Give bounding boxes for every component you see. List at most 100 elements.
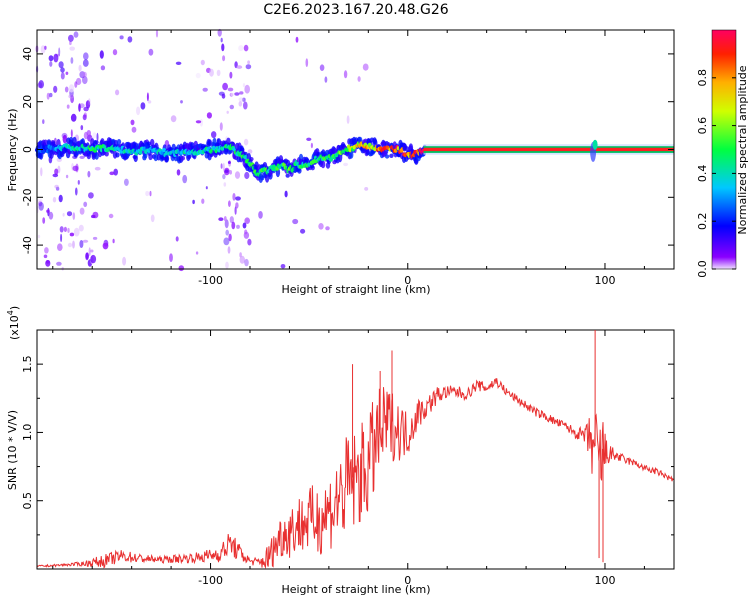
spectrogram-speckle: [38, 80, 44, 89]
spectrogram-speckle: [82, 59, 89, 67]
spectrogram-speckle: [362, 63, 369, 71]
spectrogram-ridge-halo: [150, 138, 155, 147]
spectrogram-ridge-halo: [94, 152, 99, 160]
spectrogram-speckle: [58, 194, 63, 203]
spectrogram-speckle: [238, 101, 243, 107]
spectrogram-speckle: [225, 229, 229, 236]
spectrogram-ridge-halo: [349, 151, 354, 159]
spectrogram-speckle: [346, 115, 350, 124]
spectrogram-ridge-halo: [104, 151, 109, 157]
spectrogram-speckle: [54, 184, 59, 189]
spectrogram-speckle: [146, 92, 149, 102]
spectrogram-speckle: [68, 84, 75, 93]
spectrogram-speckle: [236, 65, 243, 69]
spectrogram-speckle: [306, 137, 312, 141]
colorbar-tick-label: 0.8: [696, 69, 709, 87]
spectrogram-speckle: [63, 226, 67, 232]
spectrogram-speckle: [224, 219, 229, 229]
spectrogram-speckle: [38, 200, 43, 207]
spectrogram-speckle: [58, 61, 64, 69]
spectrogram-speckle: [244, 258, 249, 267]
spectrogram-speckle: [115, 89, 120, 96]
snr-background: [37, 330, 674, 569]
spectrogram-speckle: [42, 119, 45, 124]
snr-x-axis-label: Height of straight line (km): [281, 583, 430, 596]
spectrogram-speckle: [77, 180, 80, 185]
colorbar-label: Normalized spectral amplitude: [736, 65, 749, 234]
spectrogram-ridge-halo: [180, 156, 185, 161]
spectrogram-speckle: [65, 174, 69, 179]
spectrogram-speckle: [220, 163, 223, 169]
spectrogram-speckle: [222, 162, 225, 172]
spectrogram-ridge-halo: [116, 139, 122, 145]
spectrogram-speckle: [292, 218, 299, 225]
spectrogram-speckle: [75, 187, 78, 196]
spectrogram-speckle: [53, 85, 58, 93]
spectrogram-speckle: [238, 45, 244, 52]
spectrogram-speckle: [79, 207, 85, 215]
spectrogram-speckle: [113, 168, 118, 176]
snr-frame: [36, 329, 675, 570]
spectrogram-speckle: [88, 192, 94, 199]
spectrogram-speckle: [221, 93, 226, 99]
spectrogram-speckle: [72, 212, 76, 220]
spectrogram-ridge-halo: [148, 153, 153, 161]
spectrogram-speckle: [175, 61, 182, 65]
spectrogram-y-tick-label: 20: [21, 95, 34, 109]
spectrogram-ridge-point: [162, 148, 166, 153]
spectrogram-speckle: [145, 190, 150, 197]
spectrogram-speckle: [223, 182, 227, 187]
spectrogram-ridge-halo: [153, 154, 158, 162]
colorbar-tick-label: 0.4: [696, 165, 709, 183]
spectrogram-speckle: [318, 223, 324, 230]
spectrogram-ridge-halo: [43, 139, 48, 147]
spectrogram-ridge-halo: [320, 160, 326, 169]
spectrogram-speckle: [40, 167, 43, 177]
spectrogram-speckle: [234, 171, 241, 179]
spectrogram-ridge-halo: [207, 139, 212, 147]
spectrogram-speckle: [202, 87, 208, 92]
spectrogram-ridge-halo: [187, 153, 192, 160]
spectrogram-speckle: [112, 238, 115, 244]
spectrogram-speckle: [82, 71, 87, 78]
spectrogram-ridge-halo: [309, 164, 315, 169]
spectrogram-y-tick-label: -40: [21, 236, 34, 254]
spectrogram-speckle: [227, 87, 234, 92]
spectrogram-ridge-point: [138, 150, 143, 155]
spectrogram-speckle: [222, 174, 226, 180]
spectrogram-speckle: [70, 113, 77, 122]
spectrogram-ridge-halo: [404, 146, 409, 152]
spectrogram-speckle: [90, 254, 97, 264]
spectrogram-speckle: [244, 171, 250, 180]
spectrogram-speckle: [242, 83, 246, 88]
spectrogram-speckle: [78, 224, 84, 232]
spectrogram-speckle: [55, 186, 60, 191]
spectrogram-ridge-halo: [146, 141, 151, 146]
colorbar: 0.0 0.2 0.4 0.6 0.8 Normalized spectral ampl…: [696, 29, 749, 278]
spectrogram-speckle: [68, 94, 74, 99]
spectrogram-speckle: [79, 240, 84, 248]
spectrogram-ridge-halo: [285, 173, 290, 178]
spectrogram-speckle: [60, 72, 65, 80]
spectrogram-speckle: [169, 253, 173, 262]
spectrogram-ridge-point: [367, 142, 372, 148]
spectrogram-speckle: [239, 255, 245, 264]
spectrogram-speckle: [235, 196, 241, 201]
spectrogram-speckle: [72, 165, 79, 172]
spectrogram-speckle: [223, 216, 227, 222]
spectrogram-speckle: [102, 242, 109, 250]
spectrogram-speckle: [227, 246, 231, 254]
spectrogram-speckle: [176, 169, 181, 176]
spectrogram-speckle: [70, 57, 74, 64]
figure-title: C2E6.2023.167.20.48.G26: [263, 2, 448, 18]
spectrogram-speckle: [247, 238, 252, 246]
spectrogram-ridge-halo: [184, 143, 189, 149]
spectrogram-speckle: [82, 75, 88, 85]
spectrogram-speckle: [58, 47, 61, 57]
spectrogram-y-tick-label: 40: [21, 47, 34, 61]
spectrogram-speckle: [300, 228, 306, 234]
spectrogram-speckle: [226, 110, 229, 114]
spectrogram-speckle: [229, 104, 234, 110]
spectrogram-speckle: [235, 202, 239, 209]
spectrogram-speckle: [59, 226, 64, 233]
